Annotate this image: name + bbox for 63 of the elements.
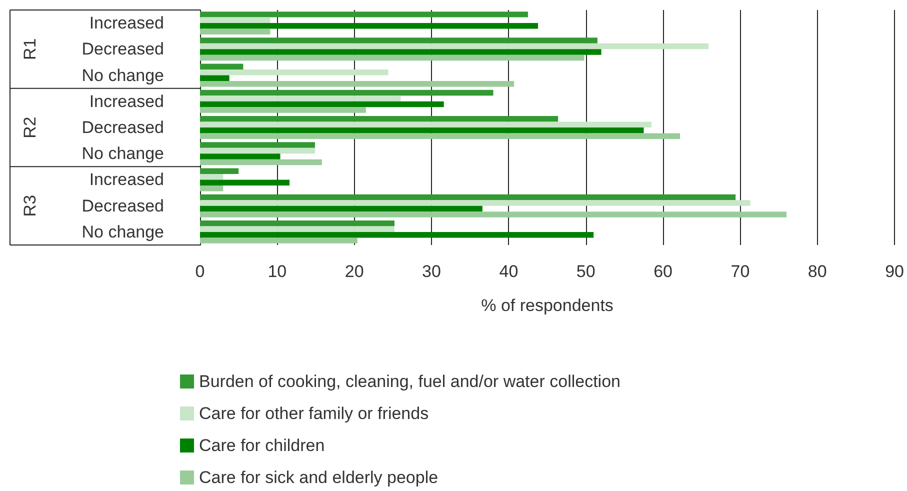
bar xyxy=(200,238,358,244)
bar xyxy=(200,38,598,44)
text: R3 xyxy=(20,194,40,217)
bar xyxy=(200,212,787,218)
y-tick-label: Increased xyxy=(89,170,164,190)
bar xyxy=(200,232,594,238)
x-tick-label: 70 xyxy=(730,262,750,281)
bar xyxy=(200,12,528,18)
legend-label: Burden of cooking, cleaning, fuel and/or water collection xyxy=(199,372,620,391)
bar xyxy=(200,70,388,76)
bar xyxy=(200,28,270,35)
bar xyxy=(200,90,494,96)
bar xyxy=(200,75,230,82)
legend-label: Care for other family or friends xyxy=(199,404,429,423)
bar xyxy=(200,96,401,102)
x-tick-label: 60 xyxy=(654,262,672,281)
bar xyxy=(200,107,366,113)
x-tick-label: 0 xyxy=(195,262,205,281)
bar xyxy=(200,168,239,174)
x-tick-label: 20 xyxy=(344,262,364,281)
bar xyxy=(200,23,538,29)
bar xyxy=(200,194,736,200)
y-tick-label: Increased xyxy=(89,14,164,33)
bar xyxy=(200,133,680,139)
y-tick-label: Decreased xyxy=(82,40,164,59)
bar xyxy=(200,154,280,160)
y-tick-label: Decreased xyxy=(82,118,164,137)
bar xyxy=(200,206,482,212)
x-tick-label: 50 xyxy=(576,262,596,281)
bar xyxy=(200,64,244,70)
bar xyxy=(200,122,652,128)
text: R2 xyxy=(20,116,40,138)
bar xyxy=(200,200,750,206)
bar xyxy=(200,101,444,108)
legend-label: Care for sick and elderly people xyxy=(199,468,438,487)
bar xyxy=(200,159,322,166)
bar xyxy=(200,142,315,148)
bar xyxy=(200,180,290,186)
x-tick-label: 90 xyxy=(885,262,904,281)
y-tick-label: No change xyxy=(82,222,164,242)
legend-label: Care for children xyxy=(199,436,325,455)
y-tick-label: Increased xyxy=(89,92,164,111)
bar xyxy=(200,128,644,134)
x-axis-title: % of respondents xyxy=(481,296,614,315)
bar xyxy=(200,43,709,50)
text: R1 xyxy=(20,38,40,60)
bar xyxy=(200,226,394,232)
bar xyxy=(200,148,315,154)
bar xyxy=(200,17,270,24)
y-tick-label: No change xyxy=(82,66,164,85)
y-tick-label: No change xyxy=(82,144,164,164)
bar xyxy=(200,185,224,192)
x-tick-label: 40 xyxy=(499,262,518,281)
bar xyxy=(200,116,558,122)
bar xyxy=(200,54,584,61)
y-tick-label: Decreased xyxy=(82,196,164,216)
bar xyxy=(200,81,514,87)
x-tick-label: 10 xyxy=(268,262,287,281)
x-tick-label: 30 xyxy=(422,262,441,281)
bar xyxy=(200,174,224,180)
x-tick-label: 80 xyxy=(808,262,827,281)
bar xyxy=(200,220,394,226)
bar xyxy=(200,49,602,55)
